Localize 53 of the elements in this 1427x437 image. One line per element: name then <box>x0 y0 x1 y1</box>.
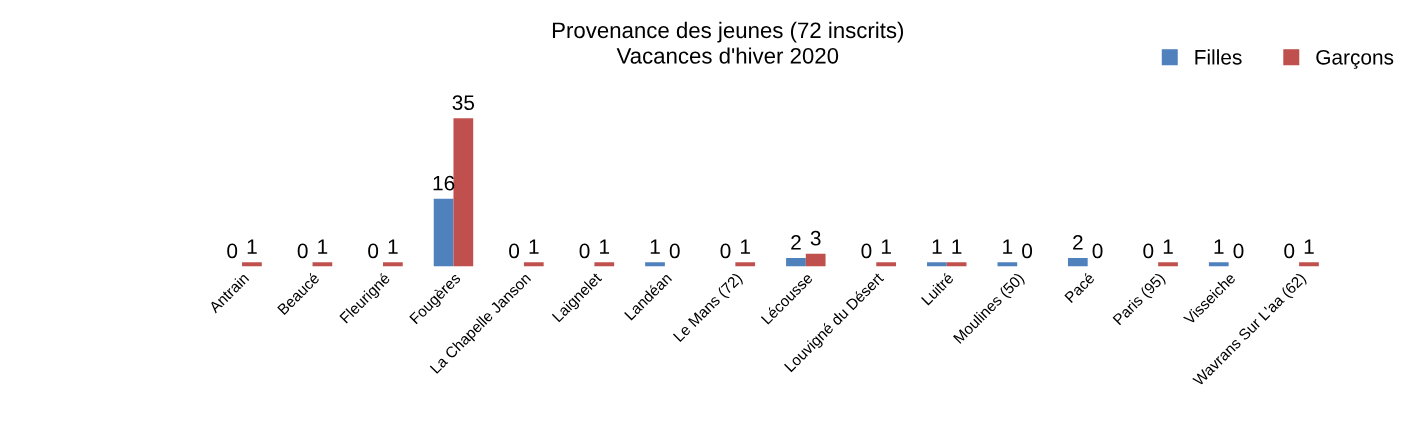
data-label: 1 <box>388 239 398 254</box>
data-label: 0 <box>1092 243 1103 259</box>
bar <box>1158 262 1178 267</box>
data-label: 0 <box>1022 243 1033 259</box>
legend-label: Filles <box>1195 49 1242 65</box>
data-label: 0 <box>1233 243 1244 259</box>
data-label: 0 <box>861 243 872 259</box>
legend-label: Garçons <box>1316 49 1394 69</box>
bar <box>453 118 474 267</box>
data-label: 1 <box>600 239 610 254</box>
bar <box>523 262 544 267</box>
data-label: 1 <box>741 239 750 254</box>
bar <box>312 262 333 267</box>
bar <box>1067 258 1088 267</box>
bar <box>805 253 826 267</box>
bar <box>242 262 262 267</box>
bar <box>1208 262 1229 267</box>
data-label: 1 <box>1214 239 1224 254</box>
bar <box>1299 262 1319 267</box>
data-label: 1 <box>529 239 539 254</box>
data-label: 1 <box>1304 239 1314 254</box>
bar <box>735 262 756 267</box>
data-label: 0 <box>579 243 590 259</box>
data-label: 0 <box>669 243 680 259</box>
bar <box>786 258 806 267</box>
data-label: 0 <box>368 243 379 259</box>
bar <box>645 262 665 267</box>
data-label: 35 <box>452 95 475 111</box>
data-label: 1 <box>1003 239 1013 254</box>
data-label: 2 <box>1073 235 1083 250</box>
bar <box>594 262 615 267</box>
data-label: 1 <box>318 239 328 254</box>
bar <box>433 198 454 267</box>
data-label: 1 <box>881 239 891 254</box>
data-label: 1 <box>650 239 660 254</box>
bar <box>927 262 947 267</box>
data-label: 1 <box>1163 239 1173 254</box>
bar <box>876 262 897 267</box>
data-label: 1 <box>247 239 257 254</box>
bar <box>383 262 403 267</box>
data-label: 1 <box>932 239 942 254</box>
data-label: 1 <box>952 239 962 254</box>
data-label: 3 <box>810 230 821 246</box>
data-label: 0 <box>297 243 308 259</box>
bar <box>946 262 967 267</box>
data-label: 0 <box>1143 243 1154 259</box>
data-label: 0 <box>509 243 520 259</box>
data-label: 0 <box>227 243 238 259</box>
bar <box>997 262 1018 267</box>
data-label: 2 <box>791 235 801 250</box>
chart-title: Provenance des jeunes (72 inscrits) Vacances d'hiver 2020 <box>552 21 904 64</box>
data-label: 0 <box>720 243 731 259</box>
data-label: 0 <box>1284 243 1295 259</box>
